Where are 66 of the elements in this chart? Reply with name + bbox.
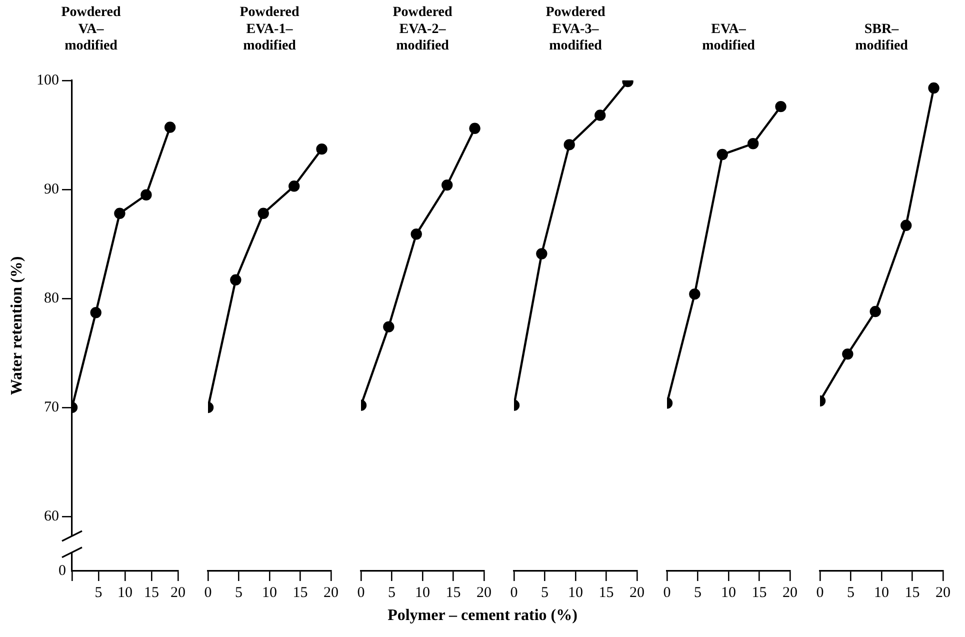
x-tick-label: 10 bbox=[262, 584, 277, 601]
y-tick-label: 80 bbox=[44, 290, 59, 306]
text: 0 bbox=[58, 562, 66, 579]
x-tick-label: 10 bbox=[415, 584, 430, 601]
x-tick-label: 20 bbox=[630, 584, 644, 601]
point bbox=[469, 122, 480, 134]
point bbox=[594, 110, 606, 121]
chart-title: EVA–modified bbox=[702, 22, 756, 54]
x-tick-label: 15 bbox=[598, 584, 614, 601]
point bbox=[316, 143, 328, 155]
x-tick-label: 0 bbox=[204, 584, 212, 601]
point bbox=[288, 180, 300, 192]
x-tick-label: 15 bbox=[904, 584, 920, 601]
x-tick-label: 20 bbox=[936, 584, 950, 601]
x-tick-label: 15 bbox=[292, 584, 308, 601]
x-tick-label: 0 bbox=[816, 584, 824, 601]
x-tick-label: 15 bbox=[446, 584, 461, 601]
point bbox=[164, 122, 176, 133]
point bbox=[230, 274, 242, 286]
point bbox=[258, 208, 269, 220]
x-tick-label: 0 bbox=[357, 584, 365, 601]
point bbox=[775, 100, 786, 112]
chart-title: Powdered EVA-2–modified bbox=[392, 5, 453, 54]
x-axis-title: Polymer – cement ratio (%) bbox=[388, 607, 578, 625]
point bbox=[928, 82, 940, 94]
y-tick-label: 90 bbox=[44, 181, 59, 198]
point bbox=[140, 189, 152, 200]
chart-title: Powdered EVA-1–modified bbox=[240, 5, 300, 54]
point bbox=[383, 321, 394, 332]
x-tick-label: 20 bbox=[782, 584, 798, 601]
point bbox=[716, 148, 728, 160]
x-tick-label: 20 bbox=[324, 584, 338, 601]
x-tick-label: 10 bbox=[874, 584, 889, 601]
point bbox=[748, 138, 759, 150]
x-tick-label: 5 bbox=[388, 584, 396, 601]
point bbox=[842, 348, 854, 360]
x-tick-label: 5 bbox=[541, 584, 548, 601]
chart-title: Powdered EVA-3–modified bbox=[546, 5, 606, 54]
point bbox=[410, 228, 422, 240]
y-tick-label: 100 bbox=[36, 72, 59, 88]
point bbox=[900, 220, 912, 231]
x-tick-label: 20 bbox=[170, 584, 186, 601]
x-tick-label: 0 bbox=[510, 584, 518, 601]
point bbox=[442, 179, 453, 191]
x-tick-label: 5 bbox=[94, 584, 102, 601]
y-axis-title: Water retention (%) bbox=[8, 256, 26, 396]
chart-title: SBR–modified bbox=[855, 22, 908, 54]
point bbox=[870, 306, 881, 318]
y-tick-label: 70 bbox=[44, 399, 59, 416]
x-tick-label: 5 bbox=[235, 584, 242, 601]
point bbox=[114, 208, 126, 220]
x-tick-label: 0 bbox=[663, 584, 671, 601]
point bbox=[90, 307, 102, 318]
chart-title: Powdered VA–modified bbox=[61, 5, 122, 54]
x-tick-label: 10 bbox=[118, 584, 132, 601]
point bbox=[564, 139, 575, 150]
x-tick-label: 10 bbox=[568, 584, 583, 601]
x-tick-label: 15 bbox=[144, 584, 159, 601]
x-tick-label: 15 bbox=[752, 584, 767, 601]
x-tick-label: 10 bbox=[721, 584, 736, 601]
x-tick-label: 20 bbox=[476, 584, 492, 601]
point bbox=[689, 288, 700, 300]
x-tick-label: 5 bbox=[694, 584, 702, 601]
x-tick-label: 5 bbox=[847, 584, 854, 601]
point bbox=[536, 248, 548, 260]
y-tick-label: 60 bbox=[44, 508, 59, 524]
